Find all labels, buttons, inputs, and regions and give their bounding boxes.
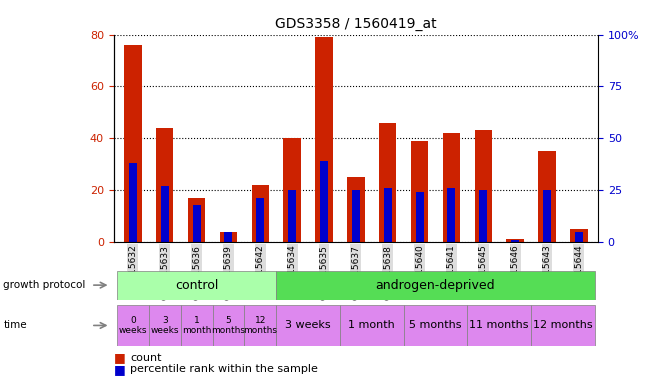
Bar bbox=[575, 232, 583, 242]
Bar bbox=[276, 305, 340, 346]
Bar bbox=[320, 161, 328, 242]
Bar bbox=[252, 185, 269, 242]
Bar bbox=[124, 45, 142, 242]
Bar bbox=[411, 141, 428, 242]
Bar bbox=[404, 305, 467, 346]
Bar bbox=[156, 128, 174, 242]
Bar bbox=[244, 305, 276, 346]
Text: ■: ■ bbox=[114, 363, 125, 376]
Text: growth protocol: growth protocol bbox=[3, 280, 86, 290]
Bar bbox=[415, 192, 424, 242]
Bar bbox=[315, 37, 333, 242]
Bar bbox=[474, 131, 492, 242]
Text: 1 month: 1 month bbox=[348, 320, 395, 331]
Bar bbox=[543, 190, 551, 242]
Bar bbox=[347, 177, 365, 242]
Bar bbox=[479, 190, 488, 242]
Bar bbox=[161, 186, 169, 242]
Bar bbox=[352, 190, 360, 242]
Text: 12
months: 12 months bbox=[243, 316, 278, 335]
Bar bbox=[188, 198, 205, 242]
Bar bbox=[213, 305, 244, 346]
Bar bbox=[256, 199, 265, 242]
Text: 1
month: 1 month bbox=[182, 316, 211, 335]
Bar bbox=[117, 305, 149, 346]
Bar bbox=[181, 305, 213, 346]
Bar bbox=[276, 271, 595, 300]
Title: GDS3358 / 1560419_at: GDS3358 / 1560419_at bbox=[275, 17, 437, 31]
Text: 12 months: 12 months bbox=[533, 320, 593, 331]
Bar bbox=[220, 232, 237, 242]
Bar bbox=[531, 305, 595, 346]
Bar bbox=[129, 163, 137, 242]
Bar bbox=[570, 229, 588, 242]
Text: 3 weeks: 3 weeks bbox=[285, 320, 331, 331]
Bar bbox=[288, 190, 296, 242]
Text: control: control bbox=[175, 279, 218, 291]
Text: time: time bbox=[3, 320, 27, 331]
Text: count: count bbox=[130, 353, 161, 363]
Text: 0
weeks: 0 weeks bbox=[118, 316, 147, 335]
Bar bbox=[384, 188, 392, 242]
Bar bbox=[447, 188, 456, 242]
Bar bbox=[443, 133, 460, 242]
Bar bbox=[467, 305, 531, 346]
Text: 11 months: 11 months bbox=[469, 320, 529, 331]
Text: 3
weeks: 3 weeks bbox=[150, 316, 179, 335]
Text: percentile rank within the sample: percentile rank within the sample bbox=[130, 364, 318, 374]
Bar bbox=[149, 305, 181, 346]
Bar bbox=[117, 271, 276, 300]
Bar bbox=[538, 151, 556, 242]
Bar bbox=[511, 240, 519, 242]
Bar bbox=[506, 239, 524, 242]
Bar bbox=[340, 305, 404, 346]
Text: androgen-deprived: androgen-deprived bbox=[376, 279, 495, 291]
Bar bbox=[379, 123, 396, 242]
Bar bbox=[224, 232, 233, 242]
Bar bbox=[283, 138, 301, 242]
Text: 5 months: 5 months bbox=[410, 320, 462, 331]
Text: ■: ■ bbox=[114, 351, 125, 364]
Text: 5
months: 5 months bbox=[211, 316, 246, 335]
Bar bbox=[192, 205, 201, 242]
